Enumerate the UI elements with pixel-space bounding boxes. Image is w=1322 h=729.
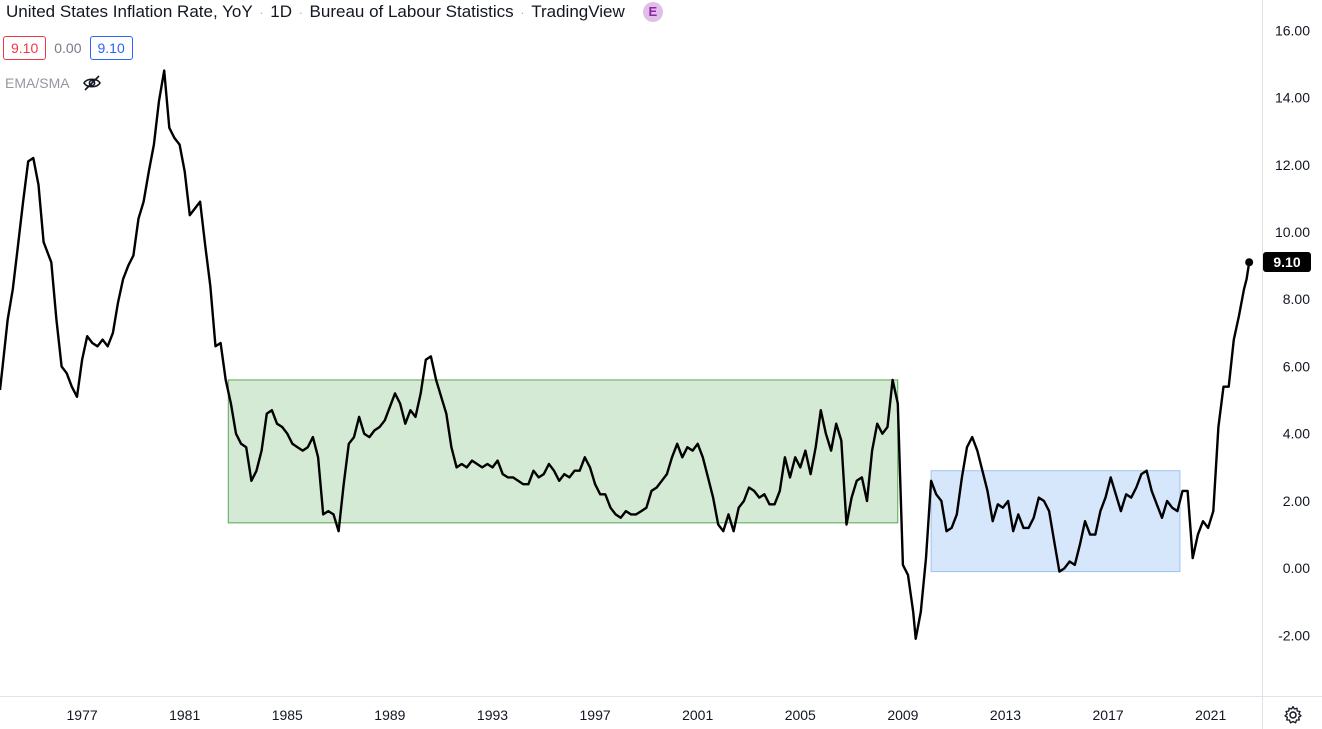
- value-last: 9.10: [89, 36, 133, 60]
- separator: ·: [294, 4, 307, 20]
- source-label: Bureau of Labour Statistics: [309, 2, 514, 21]
- x-tick-label: 2009: [887, 707, 918, 723]
- series-line: [0, 69, 1251, 640]
- value-change: 0.00: [54, 40, 82, 56]
- x-tick-label: 1985: [272, 707, 303, 723]
- separator: ·: [255, 4, 268, 20]
- x-tick-label: 1977: [67, 707, 98, 723]
- last-price-label: 9.10: [1263, 252, 1311, 273]
- indicator-label[interactable]: EMA/SMA: [5, 75, 70, 91]
- x-tick-label: 1993: [477, 707, 508, 723]
- x-tick-label: 2001: [682, 707, 713, 723]
- y-tick-label: 6.00: [1283, 358, 1310, 374]
- value-first: 9.10: [3, 36, 47, 60]
- highlight-zone-blue[interactable]: [930, 470, 1181, 573]
- y-tick-label: 16.00: [1275, 22, 1310, 38]
- x-tick-label: 2017: [1093, 707, 1124, 723]
- y-tick-label: 4.00: [1283, 426, 1310, 442]
- x-tick-label: 1997: [580, 707, 611, 723]
- y-tick-label: 0.00: [1283, 560, 1310, 576]
- x-tick-label: 2005: [785, 707, 816, 723]
- price-axis[interactable]: 16.00 14.00 12.00 10.00 8.00 6.00 4.00 2.00 0.00…: [1275, 22, 1310, 643]
- economic-badge[interactable]: E: [642, 2, 663, 22]
- plot-background: [0, 0, 1262, 696]
- y-tick-label: 10.00: [1275, 224, 1310, 240]
- y-tick-label: -2.00: [1278, 627, 1310, 643]
- separator: ·: [516, 4, 529, 20]
- x-tick-label: 1981: [169, 707, 200, 723]
- y-tick-label: 14.00: [1275, 90, 1310, 106]
- indicator-legend[interactable]: EMA/SMA: [5, 73, 102, 93]
- chart-header: United States Inflation Rate, YoY · 1D ·…: [6, 2, 663, 22]
- symbol-title[interactable]: United States Inflation Rate, YoY: [6, 2, 253, 21]
- y-tick-label: 8.00: [1283, 291, 1310, 307]
- x-tick-label: 2021: [1195, 707, 1226, 723]
- y-tick-label: 2.00: [1283, 493, 1310, 509]
- last-point-marker: [1245, 258, 1254, 267]
- values-row: 9.10 0.00 9.10: [3, 36, 133, 60]
- gear-icon[interactable]: [1283, 705, 1303, 725]
- x-tick-label: 2013: [990, 707, 1021, 723]
- y-tick-label: 12.00: [1275, 157, 1310, 173]
- interval-label[interactable]: 1D: [270, 2, 292, 21]
- x-tick-label: 1989: [374, 707, 405, 723]
- platform-label: TradingView: [531, 2, 625, 21]
- time-axis[interactable]: 1977 1981 1985 1989 1993 1997 2001 2005 2009 2013…: [67, 707, 1227, 723]
- eye-crossed-icon[interactable]: [82, 73, 102, 93]
- highlight-zone-green[interactable]: [227, 379, 899, 524]
